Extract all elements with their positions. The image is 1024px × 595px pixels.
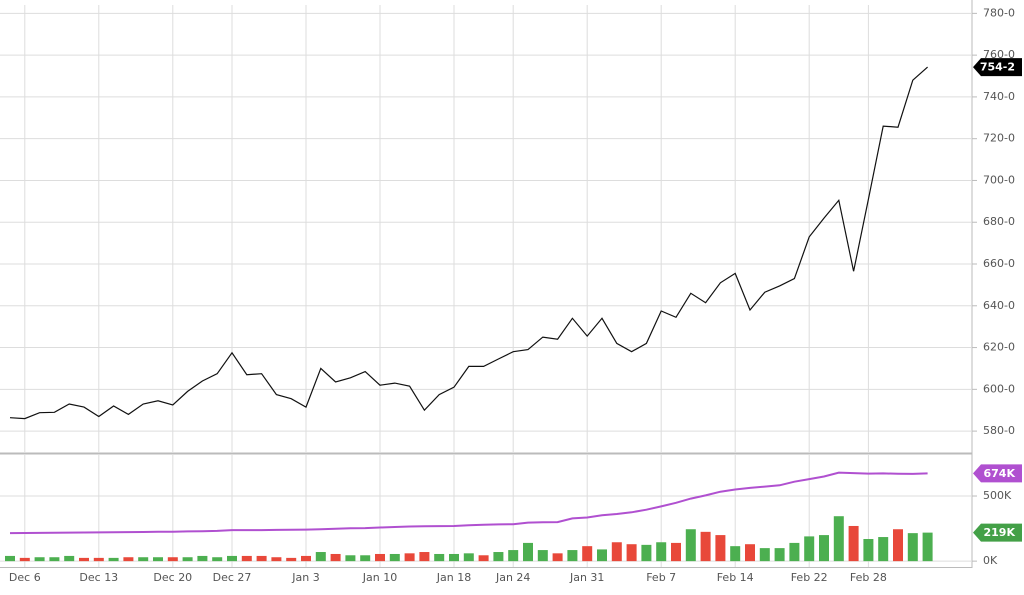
volume-bar bbox=[419, 552, 430, 562]
volume-bar bbox=[611, 542, 622, 562]
volume-bar bbox=[301, 555, 311, 562]
price-tag-label: 754-2 bbox=[980, 61, 1015, 74]
y-tick-label: 620-0 bbox=[983, 341, 1015, 354]
x-tick-label: Jan 10 bbox=[362, 571, 397, 584]
volume-bar bbox=[700, 531, 711, 562]
volume-bar bbox=[804, 536, 815, 562]
volume-bar bbox=[759, 548, 770, 562]
price-tag-label: 219K bbox=[984, 526, 1016, 539]
price-tag-label: 674K bbox=[984, 467, 1016, 480]
volume-bar bbox=[582, 546, 593, 562]
y-tick-label: 740-0 bbox=[983, 90, 1015, 103]
volume-bar bbox=[863, 539, 874, 562]
volume-bar bbox=[819, 535, 829, 562]
price-tag bbox=[973, 464, 1022, 483]
volume-bar bbox=[730, 546, 741, 562]
y-tick-label: 640-0 bbox=[983, 299, 1015, 312]
volume-bar bbox=[49, 557, 60, 562]
volume-bar bbox=[404, 553, 415, 562]
volume-bar bbox=[241, 555, 252, 562]
x-tick-label: Feb 22 bbox=[791, 571, 828, 584]
y-tick-label: 580-0 bbox=[983, 424, 1015, 437]
volume-bar bbox=[463, 553, 474, 562]
volume-bar bbox=[671, 542, 681, 562]
price-tag bbox=[973, 58, 1022, 77]
y-tick-label: 760-0 bbox=[983, 48, 1015, 61]
y-tick-label: 700-0 bbox=[983, 173, 1015, 186]
line bbox=[9, 66, 928, 420]
x-tick-label: Jan 24 bbox=[495, 571, 530, 584]
volume-bar bbox=[360, 555, 371, 562]
volume-bar bbox=[715, 535, 726, 562]
volume-bar bbox=[34, 557, 45, 562]
volume-bar bbox=[197, 555, 208, 562]
volume-bar bbox=[789, 542, 800, 562]
y-tick-label: 780-0 bbox=[983, 6, 1015, 19]
volume-bar bbox=[167, 557, 178, 562]
x-tick-label: Dec 20 bbox=[153, 571, 192, 584]
volume-bar bbox=[227, 555, 237, 562]
volume-bar bbox=[833, 516, 844, 562]
x-tick-label: Dec 6 bbox=[9, 571, 41, 584]
volume-bar bbox=[449, 553, 459, 562]
line bbox=[9, 471, 928, 535]
volume-bar bbox=[153, 557, 163, 562]
x-tick-label: Jan 31 bbox=[569, 571, 604, 584]
volume-bar bbox=[907, 533, 918, 562]
volume-bar bbox=[79, 557, 89, 562]
volume-bar bbox=[508, 550, 519, 562]
volume-bar bbox=[478, 555, 489, 562]
volume-bar bbox=[5, 555, 15, 562]
y-tick-label: 0K bbox=[983, 554, 998, 567]
volume-bar bbox=[375, 553, 385, 562]
x-tick-label: Dec 13 bbox=[79, 571, 118, 584]
y-tick-label: 660-0 bbox=[983, 257, 1015, 270]
volume-bar bbox=[315, 552, 326, 562]
volume-bar bbox=[552, 553, 563, 562]
volume-bar bbox=[685, 529, 696, 562]
volume-bar bbox=[182, 557, 193, 562]
volume-bar bbox=[108, 557, 119, 562]
volume-bar bbox=[212, 557, 223, 562]
volume-bar bbox=[567, 550, 578, 562]
volume-bar bbox=[774, 548, 785, 562]
volume-bar bbox=[389, 553, 400, 562]
volume-bar bbox=[597, 549, 607, 562]
volume-bar bbox=[93, 557, 104, 562]
volume-bar bbox=[286, 557, 297, 562]
x-tick-label: Jan 3 bbox=[291, 571, 319, 584]
volume-bar bbox=[745, 544, 755, 562]
x-tick-label: Feb 14 bbox=[717, 571, 754, 584]
volume-bar bbox=[641, 544, 652, 562]
volume-bar bbox=[434, 553, 445, 562]
x-tick-label: Dec 27 bbox=[213, 571, 252, 584]
price-tag bbox=[973, 523, 1022, 542]
x-tick-label: Jan 18 bbox=[436, 571, 471, 584]
volume-bar bbox=[537, 550, 548, 562]
volume-bar bbox=[626, 544, 637, 562]
volume-bar bbox=[123, 557, 134, 562]
volume-bar bbox=[878, 537, 889, 562]
volume-bar bbox=[271, 557, 282, 562]
volume-bar bbox=[256, 555, 267, 562]
volume-bar bbox=[493, 552, 504, 562]
volume-bar bbox=[64, 555, 75, 562]
volume-bar bbox=[848, 525, 859, 562]
volume-bar bbox=[345, 555, 356, 562]
x-tick-label: Feb 28 bbox=[850, 571, 887, 584]
volume-bar bbox=[19, 557, 30, 562]
volume-bar bbox=[893, 529, 903, 562]
volume-bar bbox=[523, 542, 533, 562]
x-tick-label: Feb 7 bbox=[646, 571, 676, 584]
volume-bar bbox=[656, 542, 667, 562]
y-tick-label: 720-0 bbox=[983, 132, 1015, 145]
y-tick-label: 600-0 bbox=[983, 382, 1015, 395]
volume-bar bbox=[330, 553, 341, 562]
y-tick-label: 500K bbox=[983, 489, 1012, 502]
y-tick-label: 680-0 bbox=[983, 215, 1015, 228]
volume-bar bbox=[922, 532, 933, 562]
volume-bar bbox=[138, 557, 149, 562]
